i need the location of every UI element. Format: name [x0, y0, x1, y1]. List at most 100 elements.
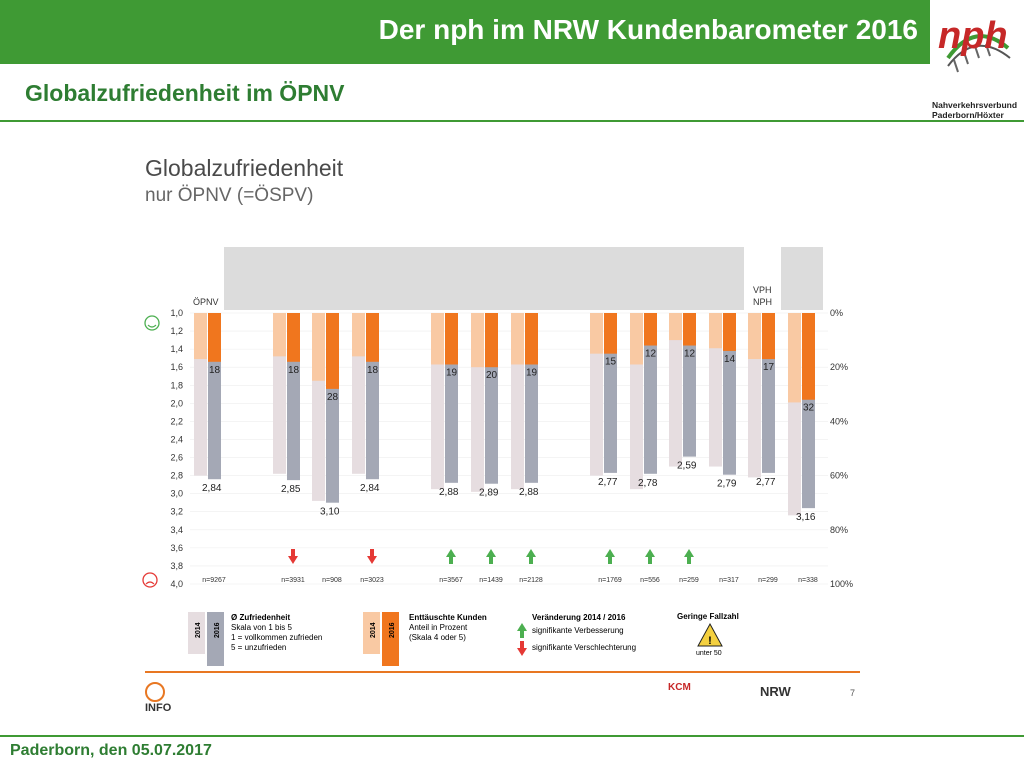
y-tick-label: 3,6: [170, 543, 183, 553]
n-label: n=317: [719, 577, 739, 584]
bar-satisfaction-2016: [525, 313, 538, 483]
info-ring-icon: [145, 682, 165, 702]
pct-data-label: 19: [526, 367, 538, 378]
bar-satisfaction-2016: [445, 313, 458, 483]
legend-ent-title: Enttäuschte Kunden: [409, 613, 487, 622]
arrow-up-icon: [486, 549, 496, 557]
bar-satisfaction-2016: [485, 313, 498, 484]
bar-satisfaction-2014: [431, 313, 444, 490]
bar-disappointed-2014: [590, 313, 603, 354]
y-tick-label: 2,0: [170, 398, 183, 408]
legend-arrow-down-stem: [520, 641, 524, 648]
arrow-down-icon: [288, 556, 298, 564]
sad-face-mouth: [145, 581, 155, 585]
y-tick-label: 2,6: [170, 453, 183, 463]
legend-ent-l2: (Skala 4 oder 5): [409, 633, 466, 642]
bar-satisfaction-2016: [723, 313, 736, 475]
n-label: n=908: [322, 577, 342, 584]
y2-tick-label: 80%: [830, 525, 848, 535]
pct-data-label: 19: [446, 367, 458, 378]
bar-disappointed-2014: [352, 313, 365, 357]
bar-disappointed-2014: [788, 313, 801, 403]
arrow-up-stem: [648, 557, 652, 564]
kcm-logo: KCM: [668, 682, 691, 693]
bar-satisfaction-2014: [630, 313, 643, 490]
bar-satisfaction-2016: [683, 313, 696, 457]
legend-swatch-zuf-2014: [188, 612, 205, 654]
bar-satisfaction-2016: [208, 313, 221, 480]
value-data-label: 2,84: [202, 483, 222, 494]
arrow-down-stem: [291, 549, 295, 556]
bar-disappointed-2014: [273, 313, 286, 357]
arrow-up-icon: [645, 549, 655, 557]
arrow-up-icon: [526, 549, 536, 557]
legend-year-2014: 2014: [370, 622, 377, 638]
y2-tick-label: 0%: [830, 308, 843, 318]
y2-tick-label: 40%: [830, 416, 848, 426]
bar-disappointed-2016: [326, 313, 339, 389]
bar-satisfaction-2014: [709, 313, 722, 467]
arrow-up-stem: [449, 557, 453, 564]
pct-data-label: 18: [288, 365, 300, 376]
warning-mark: !: [708, 635, 712, 647]
logo-line-2: Paderborn/Höxter: [932, 110, 1004, 120]
legend-swatch-ent-2014: [363, 612, 380, 654]
bar-satisfaction-2016: [604, 313, 617, 473]
bar-satisfaction-2016: [366, 313, 379, 480]
bar-satisfaction-2014: [590, 313, 603, 476]
arrow-up-stem: [529, 557, 533, 564]
value-data-label: 2,84: [360, 483, 380, 494]
arrow-down-icon: [367, 556, 377, 564]
bar-disappointed-2016: [287, 313, 300, 362]
logo-line-1: Nahverkehrsverbund: [932, 100, 1018, 110]
nph-logo: [946, 34, 1011, 73]
arrow-up-icon: [446, 549, 456, 557]
legend-swatch-zuf-2016: [207, 612, 224, 666]
page-number: 7: [850, 688, 856, 698]
y2-tick-label: 100%: [830, 579, 853, 589]
chart-subtitle: nur ÖPNV (=ÖSPV): [145, 185, 314, 206]
bar-disappointed-2016: [604, 313, 617, 354]
bar-disappointed-2016: [525, 313, 538, 365]
bar-satisfaction-2014: [352, 313, 365, 474]
value-data-label: 2,77: [598, 477, 618, 488]
y-tick-label: 2,2: [170, 416, 183, 426]
bar-disappointed-2014: [748, 313, 761, 360]
page-title: Der nph im NRW Kundenbarometer 2016: [378, 14, 918, 45]
pct-data-label: 18: [209, 365, 221, 376]
pct-data-label: 32: [803, 403, 815, 414]
bar-satisfaction-2016: [287, 313, 300, 481]
bar-satisfaction-2014: [273, 313, 286, 474]
y-tick-label: 2,4: [170, 434, 183, 444]
legend-arrow-up-stem: [520, 631, 524, 638]
bar-disappointed-2016: [208, 313, 221, 362]
value-data-label: 2,88: [439, 487, 459, 498]
bar-disappointed-2014: [669, 313, 682, 341]
bar-disappointed-2016: [485, 313, 498, 368]
arrow-up-icon: [684, 549, 694, 557]
bar-disappointed-2016: [723, 313, 736, 351]
y-tick-label: 2,8: [170, 471, 183, 481]
bar-disappointed-2014: [194, 313, 207, 360]
n-label: n=3023: [360, 577, 384, 584]
pct-data-label: 15: [605, 357, 617, 368]
n-label: n=3567: [439, 577, 463, 584]
legend-year-2014: 2014: [195, 622, 202, 638]
footer-text: Paderborn, den 05.07.2017: [10, 742, 212, 759]
y-tick-label: 4,0: [170, 579, 183, 589]
bar-satisfaction-2016: [326, 313, 339, 503]
bar-satisfaction-2016: [644, 313, 657, 474]
legend-small-sub: unter 50: [696, 650, 722, 657]
legend-arrow-down-icon: [517, 648, 527, 656]
legend-change-down: signifikante Verschlechterung: [532, 643, 636, 652]
legend-change-title: Veränderung 2014 / 2016: [532, 613, 626, 622]
n-label: n=9267: [202, 577, 226, 584]
legend-swatch-ent-2016: [382, 612, 399, 666]
bar-disappointed-2016: [683, 313, 696, 346]
group-header-right: [781, 247, 823, 310]
pct-data-label: 17: [763, 362, 775, 373]
value-data-label: 2,79: [717, 479, 737, 490]
pct-data-label: 28: [327, 392, 339, 403]
bar-satisfaction-2014: [511, 313, 524, 490]
